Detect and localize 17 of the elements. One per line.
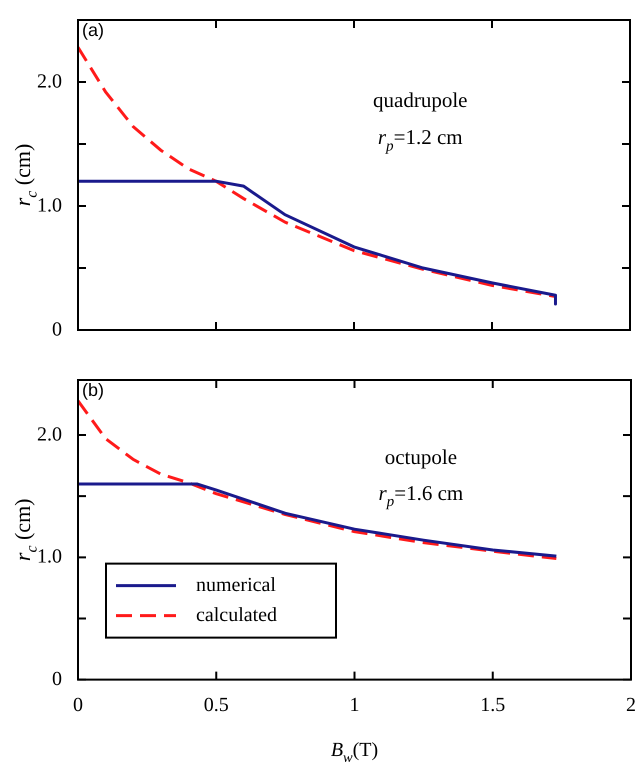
line-series: [78, 46, 557, 298]
line-series: [78, 399, 558, 560]
y-tick-label: 0: [52, 668, 62, 690]
x-tick-label: 0.5: [204, 694, 229, 716]
annotation: octupole: [384, 444, 458, 469]
x-tick-label: 0: [73, 694, 83, 716]
x-tick-label: 1.5: [480, 694, 506, 716]
y-tick-label: 2.0: [37, 423, 62, 446]
legend-label: numerical: [196, 574, 276, 596]
x-tick-label: 1: [350, 694, 360, 716]
legend-label: calculated: [196, 604, 278, 626]
annotation: (b): [82, 380, 104, 400]
y-tick-label: 0: [52, 318, 62, 340]
annotation: quadrupole: [373, 88, 468, 112]
annotation: (a): [82, 20, 104, 40]
x-tick-label: 2: [626, 694, 636, 716]
y-tick-label: 2.0: [37, 70, 62, 92]
